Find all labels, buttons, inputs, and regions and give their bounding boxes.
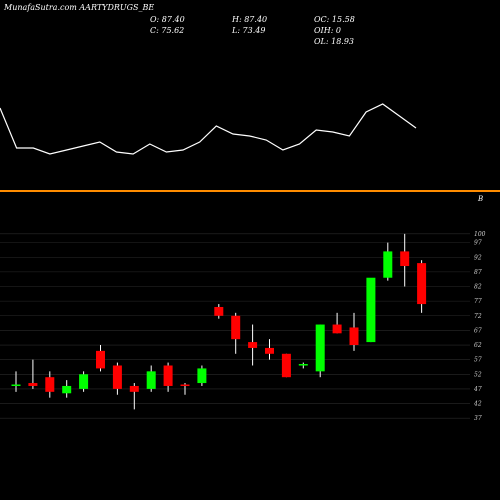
y-tick-label: 47 bbox=[473, 386, 482, 393]
candle-body-down bbox=[96, 350, 105, 369]
ol-value: OL: 18.93 bbox=[314, 37, 355, 46]
candle-body-up bbox=[79, 374, 89, 389]
y-tick-label: 92 bbox=[474, 254, 482, 261]
candle-body-down bbox=[281, 353, 291, 378]
y-tick-label: 72 bbox=[474, 313, 482, 320]
candle-body-down bbox=[163, 365, 173, 386]
indicator-line bbox=[0, 103, 417, 155]
y-tick-label: 57 bbox=[474, 357, 482, 364]
separator-label: B bbox=[477, 195, 483, 203]
candle-body-down bbox=[332, 324, 342, 334]
y-tick-label: 52 bbox=[474, 371, 482, 378]
candle-body-down bbox=[112, 365, 122, 389]
candle-body-up bbox=[197, 368, 207, 384]
candle-body-down bbox=[265, 347, 274, 354]
y-tick-label: 87 bbox=[474, 269, 482, 276]
chart-title: MunafaSutra.com AARTYDRUGS_BE bbox=[4, 3, 155, 12]
candle-body-up bbox=[366, 277, 376, 343]
candle-body-up bbox=[146, 371, 156, 389]
y-tick-label: 42 bbox=[473, 401, 482, 408]
close-value: C: 75.62 bbox=[150, 26, 185, 35]
candle-body-up bbox=[62, 385, 72, 394]
candle-body-up bbox=[298, 364, 308, 366]
candle-body-down bbox=[400, 251, 410, 267]
y-tick-label: 100 bbox=[474, 231, 486, 238]
y-tick-label: 97 bbox=[474, 240, 482, 247]
y-tick-label: 82 bbox=[474, 284, 482, 291]
candle-body-up bbox=[315, 324, 325, 372]
candle-body-up bbox=[383, 251, 393, 278]
y-tick-label: 67 bbox=[474, 327, 482, 334]
candle-body-up bbox=[11, 384, 21, 387]
y-tick-label: 62 bbox=[474, 342, 482, 349]
candle-body-down bbox=[45, 377, 55, 392]
oih-value: OIH: 0 bbox=[314, 26, 342, 35]
candle-body-down bbox=[349, 327, 359, 346]
candle-body-down bbox=[248, 342, 258, 348]
y-tick-label: 77 bbox=[474, 298, 482, 305]
high-value: H: 87.40 bbox=[232, 15, 268, 24]
candle-body-down bbox=[417, 263, 427, 305]
candle-body-down bbox=[214, 306, 224, 316]
candle-body-down bbox=[231, 315, 241, 340]
low-value: L: 73.49 bbox=[232, 26, 266, 35]
candle-body-down bbox=[180, 384, 190, 387]
candle-body-down bbox=[129, 385, 139, 392]
y-tick-label: 37 bbox=[474, 415, 482, 422]
open-value: O: 87.40 bbox=[150, 15, 185, 24]
candle-body-down bbox=[28, 383, 38, 386]
oc-value: OC: 15.58 bbox=[314, 15, 355, 24]
